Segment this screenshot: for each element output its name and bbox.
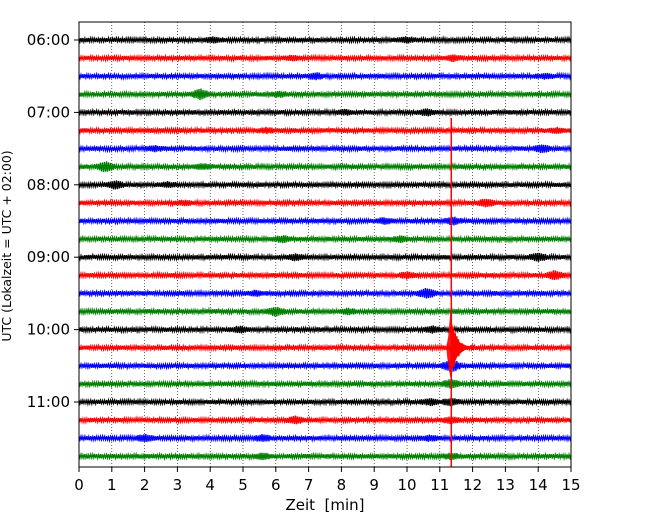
x-tick-label: 3 bbox=[173, 476, 183, 494]
trace-line bbox=[78, 179, 572, 190]
seismic-traces bbox=[78, 35, 572, 462]
plot-frame bbox=[78, 21, 572, 468]
trace-line bbox=[78, 397, 572, 407]
y-axis-ticks: 06:00 07:00 08:00 09:00 10:00 11:00 bbox=[27, 31, 79, 411]
y-tick-label: 11:00 bbox=[27, 393, 70, 411]
x-tick-label: 8 bbox=[337, 476, 347, 494]
trace-line bbox=[78, 198, 572, 208]
x-axis-label: Zeit [min] bbox=[285, 496, 364, 514]
earthquake-event bbox=[446, 118, 475, 467]
trace-line bbox=[78, 216, 572, 226]
trace-line bbox=[78, 107, 572, 118]
x-tick-label: 15 bbox=[561, 476, 580, 494]
x-tick-label: 5 bbox=[238, 476, 248, 494]
trace-line bbox=[78, 88, 572, 101]
x-tick-label: 10 bbox=[397, 476, 416, 494]
x-tick-label: 6 bbox=[271, 476, 281, 494]
trace-line bbox=[78, 270, 572, 281]
y-tick-label: 07:00 bbox=[27, 103, 70, 121]
x-tick-label: 4 bbox=[205, 476, 215, 494]
y-tick-label: 06:00 bbox=[27, 31, 70, 49]
event-burst-envelope bbox=[446, 312, 462, 378]
trace-line bbox=[78, 252, 572, 262]
y-tick-label: 09:00 bbox=[27, 248, 70, 266]
trace-line bbox=[78, 125, 572, 136]
x-tick-label: 1 bbox=[107, 476, 117, 494]
x-tick-label: 11 bbox=[430, 476, 449, 494]
y-axis-label: UTC (Lokalzeit = UTC + 02:00) bbox=[0, 150, 14, 341]
trace-line bbox=[78, 342, 572, 353]
x-tick-label: 2 bbox=[140, 476, 150, 494]
trace-line bbox=[78, 433, 572, 443]
trace-line bbox=[78, 415, 572, 425]
trace-line bbox=[78, 53, 572, 63]
x-tick-label: 13 bbox=[496, 476, 515, 494]
trace-line bbox=[78, 378, 572, 389]
x-tick-label: 7 bbox=[304, 476, 314, 494]
x-tick-label: 9 bbox=[369, 476, 379, 494]
trace-line bbox=[78, 143, 572, 154]
trace-line bbox=[78, 288, 572, 299]
trace-line bbox=[78, 234, 572, 244]
trace-line bbox=[78, 35, 572, 45]
vertical-grid-lines bbox=[111, 22, 539, 467]
x-tick-label: 0 bbox=[74, 476, 84, 494]
trace-line bbox=[78, 359, 572, 373]
trace-line bbox=[78, 161, 572, 172]
x-tick-label: 12 bbox=[463, 476, 482, 494]
trace-line bbox=[78, 71, 572, 82]
y-tick-label: 10:00 bbox=[27, 321, 70, 339]
x-axis-ticks: 0 1 2 3 4 5 6 7 8 9 10 11 12 13 14 15 bbox=[74, 467, 581, 494]
trace-line bbox=[78, 306, 572, 317]
trace-line bbox=[78, 451, 572, 462]
y-tick-label: 08:00 bbox=[27, 176, 70, 194]
trace-line bbox=[78, 324, 572, 335]
x-tick-label: 14 bbox=[529, 476, 548, 494]
